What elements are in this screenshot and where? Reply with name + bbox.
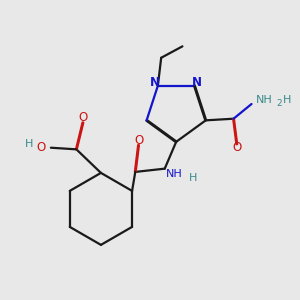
Text: O: O xyxy=(37,141,46,154)
Text: O: O xyxy=(78,111,88,124)
Text: H: H xyxy=(189,173,198,183)
Text: O: O xyxy=(134,134,143,147)
Text: N: N xyxy=(192,76,202,89)
Text: O: O xyxy=(232,141,242,154)
Text: 2: 2 xyxy=(277,100,283,109)
Text: H: H xyxy=(25,139,33,149)
Text: NH: NH xyxy=(256,95,272,105)
Text: N: N xyxy=(150,76,160,89)
Text: NH: NH xyxy=(166,169,183,178)
Text: H: H xyxy=(283,95,292,105)
